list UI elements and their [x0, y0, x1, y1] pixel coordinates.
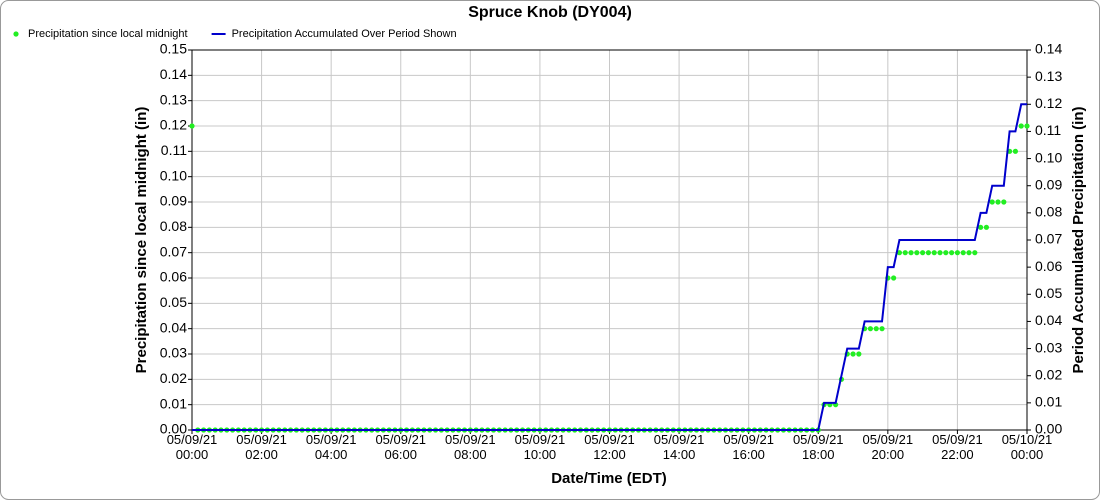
- y-tick-label: 0.03: [160, 345, 187, 361]
- x-tick-label: 05/09/21 16:00: [723, 432, 774, 462]
- y-tick-label: 0.02: [160, 370, 187, 386]
- y-tick-label: 0.11: [161, 142, 187, 158]
- x-tick-label: 05/09/21 14:00: [653, 432, 705, 462]
- x-tick-label: 05/09/21 12:00: [584, 432, 635, 462]
- legend-label: Precipitation Accumulated Over Period Sh…: [232, 28, 457, 40]
- y2-tick-label: 0.02: [1035, 366, 1062, 382]
- x-tick-label: 05/09/21 08:00: [445, 432, 496, 462]
- data-point: [189, 123, 195, 129]
- y-tick-label: 0.01: [160, 395, 187, 411]
- y2-tick-label: 0.06: [1035, 258, 1062, 274]
- y-tick-label: 0.14: [160, 66, 187, 82]
- data-point: [867, 326, 874, 332]
- y2-tick-label: 0.03: [1035, 339, 1062, 355]
- y2-tick-label: 0.04: [1035, 312, 1062, 328]
- y-tick-label: 0.07: [160, 243, 187, 259]
- data-point: [943, 250, 949, 256]
- x-tick-label: 05/09/21 00:00: [166, 432, 218, 462]
- x-tick-label: 05/09/21 10:00: [514, 432, 566, 462]
- x-tick-label: 05/09/21 20:00: [862, 432, 914, 462]
- data-point: [978, 224, 984, 230]
- data-point: [879, 326, 885, 332]
- x-tick-label: 05/09/21 06:00: [375, 432, 427, 462]
- y-tick-label: 0.05: [160, 294, 187, 310]
- data-point: [873, 326, 879, 332]
- data-point: [1018, 123, 1024, 129]
- data-point: [960, 250, 966, 256]
- data-point: [925, 250, 932, 256]
- y-tick-label: 0.00: [160, 421, 187, 437]
- data-point: [949, 250, 955, 256]
- chart-title: Spruce Knob (DY004): [468, 4, 632, 21]
- y-tick-label: 0.04: [160, 319, 187, 335]
- y-tick-label: 0.13: [160, 91, 187, 107]
- y2-tick-label: 0.07: [1035, 231, 1062, 247]
- data-point: [954, 250, 961, 256]
- data-point: [983, 224, 990, 230]
- data-point: [989, 199, 995, 205]
- x-tick-label: 05/10/21 00:00: [1001, 432, 1053, 462]
- y2-axis-title: Period Accumulated Precipitation (in): [1070, 107, 1087, 374]
- x-axis-title: Date/Time (EDT): [551, 470, 667, 487]
- y-axis-title: Precipitation since local midnight (in): [133, 107, 150, 374]
- data-point: [931, 250, 937, 256]
- data-point: [966, 250, 972, 256]
- x-tick-label: 05/09/21 02:00: [236, 432, 287, 462]
- y2-tick-label: 0.00: [1035, 421, 1062, 437]
- y-tick-label: 0.08: [160, 218, 187, 234]
- series-line: [192, 103, 1027, 431]
- y2-tick-label: 0.11: [1035, 122, 1061, 138]
- data-point: [908, 250, 914, 256]
- data-point: [1024, 123, 1030, 129]
- y-tick-label: 0.10: [160, 167, 187, 183]
- data-point: [920, 250, 926, 256]
- data-point: [1012, 148, 1019, 154]
- y2-tick-label: 0.14: [1035, 41, 1062, 57]
- legend-marker: [13, 31, 19, 37]
- data-point: [937, 250, 943, 256]
- legend-label: Precipitation since local midnight: [28, 28, 188, 40]
- data-point: [914, 250, 920, 256]
- data-point: [896, 250, 903, 256]
- data-point: [995, 199, 1001, 205]
- y-tick-label: 0.12: [160, 117, 187, 133]
- y2-tick-label: 0.09: [1035, 176, 1062, 192]
- x-tick-label: 05/09/21 22:00: [932, 432, 983, 462]
- data-point: [856, 351, 862, 357]
- x-tick-label: 05/09/21 18:00: [792, 432, 844, 462]
- data-point: [1001, 199, 1007, 205]
- y-tick-label: 0.09: [160, 193, 187, 209]
- data-point: [891, 275, 897, 281]
- data-point: [850, 351, 856, 357]
- y2-tick-label: 0.13: [1035, 68, 1062, 84]
- y2-tick-label: 0.12: [1035, 95, 1062, 111]
- data-point: [972, 250, 978, 256]
- data-point: [902, 250, 908, 256]
- y-tick-label: 0.15: [160, 41, 187, 57]
- x-tick-label: 05/09/21 04:00: [305, 432, 357, 462]
- y2-tick-label: 0.10: [1035, 149, 1062, 165]
- y-tick-label: 0.06: [160, 269, 187, 285]
- y2-tick-label: 0.01: [1035, 394, 1062, 410]
- y2-tick-label: 0.05: [1035, 285, 1062, 301]
- y2-tick-label: 0.08: [1035, 204, 1062, 220]
